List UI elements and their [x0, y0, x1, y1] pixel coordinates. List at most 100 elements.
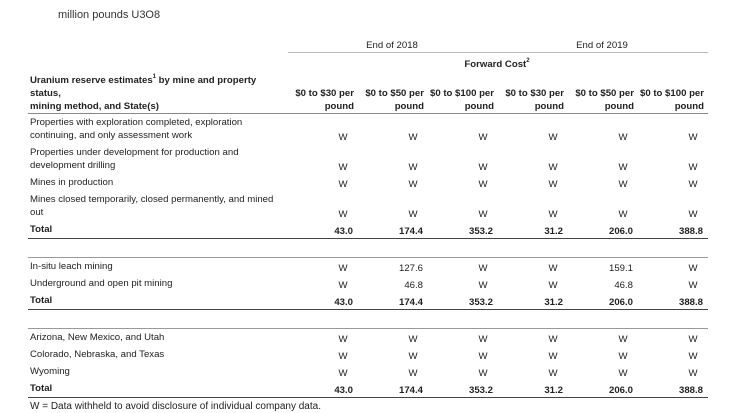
- header-forward-cost-row: Forward Cost2: [28, 53, 708, 72]
- table-row: Properties under development for product…: [28, 144, 708, 174]
- table-cell: W: [288, 329, 358, 347]
- row-label: Underground and open pit mining: [28, 275, 288, 292]
- table-cell: W: [288, 191, 358, 221]
- row-label: Properties under development for product…: [28, 144, 288, 174]
- table-cell: W: [638, 329, 708, 347]
- table-cell: W: [568, 174, 638, 191]
- table-cell: W: [358, 144, 428, 174]
- total-cell: 206.0: [568, 380, 638, 398]
- table-cell: W: [638, 174, 708, 191]
- table-cell: W: [638, 114, 708, 145]
- column-header-line1: $0 to $100 per: [430, 88, 494, 99]
- table-cell: W: [358, 174, 428, 191]
- row-label-text: Arizona, New Mexico, and Utah: [30, 332, 164, 343]
- total-cell: 174.4: [358, 292, 428, 310]
- table-cell: W: [498, 114, 568, 145]
- row-label: Wyoming: [28, 363, 288, 380]
- table-cell: W: [568, 191, 638, 221]
- table-cell: W: [498, 144, 568, 174]
- table-cell: W: [428, 174, 498, 191]
- row-label-line2: development drilling: [30, 160, 115, 171]
- table-cell: W: [288, 346, 358, 363]
- table-cell: W: [428, 363, 498, 380]
- table-cell: W: [498, 174, 568, 191]
- table-cell: W: [638, 144, 708, 174]
- column-header-line1: $0 to $50 per: [575, 88, 634, 99]
- column-header-line2: pound: [325, 101, 354, 112]
- total-cell: 388.8: [638, 380, 708, 398]
- column-header-line2: pound: [535, 101, 564, 112]
- column-header-line2: pound: [395, 101, 424, 112]
- table-cell: W: [358, 363, 428, 380]
- table-cell: W: [568, 329, 638, 347]
- total-cell: 388.8: [638, 292, 708, 310]
- table-cell: 159.1: [568, 258, 638, 276]
- table-cell: W: [288, 114, 358, 145]
- table-cell: 46.8: [568, 275, 638, 292]
- table-row: Properties with exploration completed, e…: [28, 114, 708, 145]
- column-header-line1: $0 to $100 per: [640, 88, 704, 99]
- table-cell: W: [428, 144, 498, 174]
- table-cell: W: [568, 346, 638, 363]
- table-cell: W: [498, 275, 568, 292]
- total-cell: 31.2: [498, 292, 568, 310]
- row-label-line1: Properties with exploration completed, e…: [30, 117, 242, 128]
- row-label-text: Wyoming: [30, 366, 70, 377]
- table-cell: W: [428, 346, 498, 363]
- table-cell: W: [568, 363, 638, 380]
- unit-label: million pounds U3O8: [58, 9, 160, 21]
- row-label-line1: Mines closed temporarily, closed permane…: [30, 194, 273, 205]
- table-row: Mines closed temporarily, closed permane…: [28, 191, 708, 221]
- table-cell: W: [498, 363, 568, 380]
- table-cell: W: [638, 258, 708, 276]
- table-cell: W: [498, 346, 568, 363]
- table-cell: 127.6: [358, 258, 428, 276]
- row-label-line2: continuing, and only assessment work: [30, 130, 192, 141]
- footnote-row: W = Data withheld to avoid disclosure of…: [28, 398, 708, 413]
- total-label: Total: [28, 221, 288, 239]
- column-header-line2: pound: [605, 101, 634, 112]
- table-cell: W: [428, 258, 498, 276]
- total-cell: 43.0: [288, 380, 358, 398]
- table-cell: W: [288, 275, 358, 292]
- table-cell: W: [288, 174, 358, 191]
- row-label-text: Colorado, Nebraska, and Texas: [30, 349, 164, 360]
- total-cell: 43.0: [288, 292, 358, 310]
- row-label-text: In-situ leach mining: [30, 261, 113, 272]
- total-label: Total: [28, 380, 288, 398]
- section-spacer: [28, 239, 708, 258]
- column-header: $0 to $50 per pound: [568, 71, 638, 114]
- row-label: Colorado, Nebraska, and Texas: [28, 346, 288, 363]
- table-cell: W: [638, 363, 708, 380]
- total-cell: 353.2: [428, 292, 498, 310]
- table-cell: 46.8: [358, 275, 428, 292]
- table-cell: W: [498, 329, 568, 347]
- total-cell: 31.2: [498, 221, 568, 239]
- column-header-line2: pound: [465, 101, 494, 112]
- table-cell: W: [638, 275, 708, 292]
- table-cell: W: [638, 191, 708, 221]
- total-cell: 174.4: [358, 221, 428, 239]
- row-label-line2: out: [30, 207, 43, 218]
- row-label-text: Underground and open pit mining: [30, 278, 172, 289]
- table-cell: W: [358, 329, 428, 347]
- row-label-line1: Properties under development for product…: [30, 147, 239, 158]
- total-cell: 388.8: [638, 221, 708, 239]
- table-cell: W: [288, 363, 358, 380]
- total-cell: 353.2: [428, 221, 498, 239]
- row-label: Mines closed temporarily, closed permane…: [28, 191, 288, 221]
- forward-cost-label: Forward Cost: [464, 59, 526, 70]
- row-label-line1: Mines in production: [30, 177, 113, 188]
